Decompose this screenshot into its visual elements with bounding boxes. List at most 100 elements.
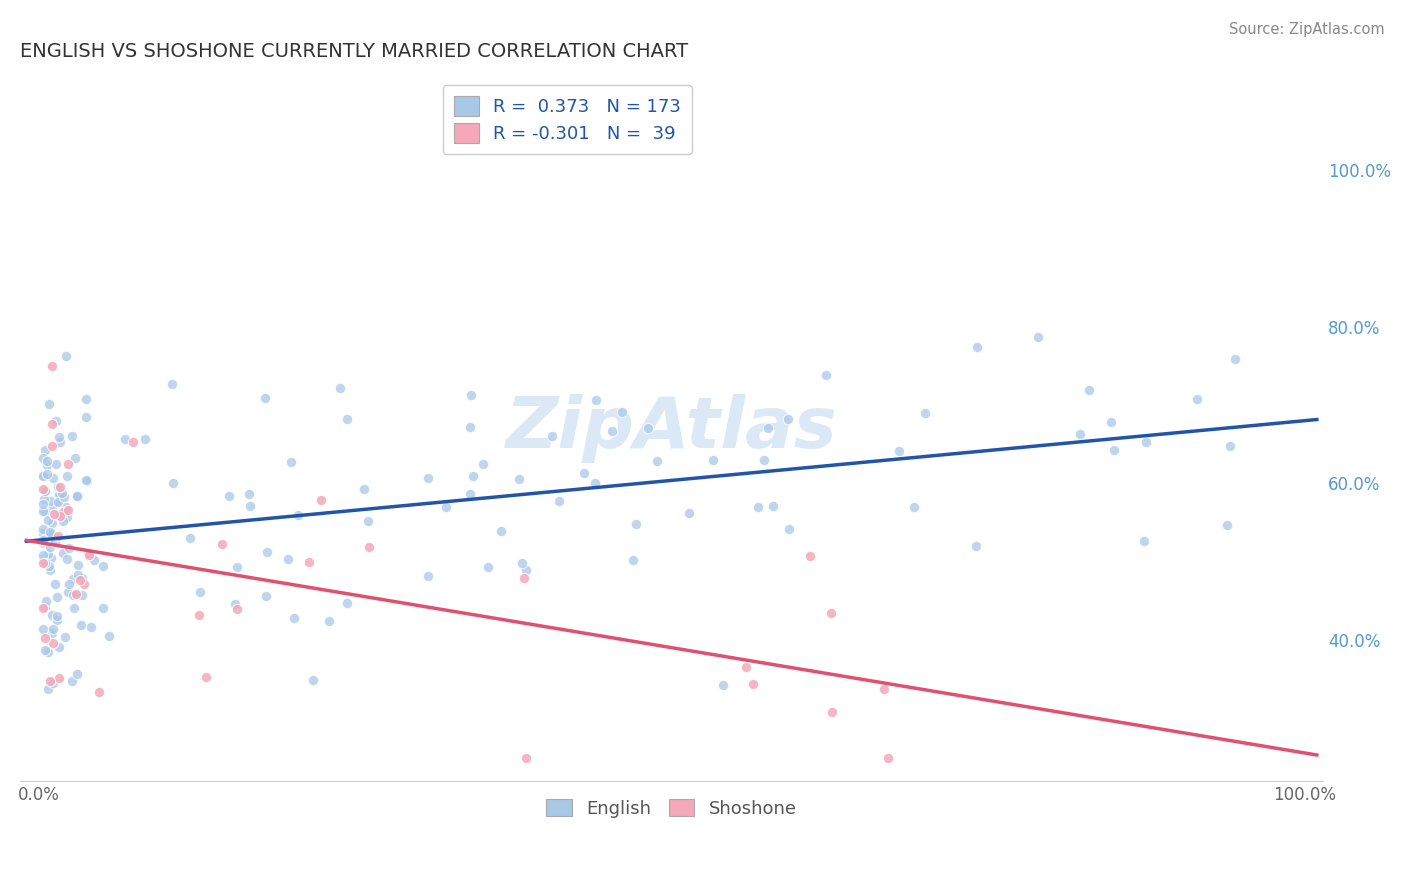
Point xyxy=(45,609,67,624)
Point xyxy=(280,455,302,469)
Point xyxy=(34,484,56,499)
Point xyxy=(75,392,97,406)
Point xyxy=(55,500,77,515)
Point xyxy=(277,552,299,566)
Point xyxy=(515,750,537,764)
Point xyxy=(67,558,90,573)
Point xyxy=(56,457,79,471)
Point xyxy=(799,549,821,563)
Point xyxy=(31,468,53,483)
Text: ENGLISH VS SHOSHONE CURRENTLY MARRIED CORRELATION CHART: ENGLISH VS SHOSHONE CURRENTLY MARRIED CO… xyxy=(20,42,688,61)
Point xyxy=(31,483,53,497)
Point xyxy=(31,549,53,563)
Point xyxy=(41,500,63,515)
Point xyxy=(458,420,481,434)
Point xyxy=(122,434,145,449)
Point xyxy=(48,429,70,443)
Point xyxy=(238,486,260,500)
Point xyxy=(49,487,72,501)
Point xyxy=(162,377,184,392)
Point xyxy=(778,411,800,425)
Point xyxy=(46,528,69,542)
Point xyxy=(66,489,89,503)
Point xyxy=(37,682,59,697)
Point xyxy=(318,614,340,628)
Point xyxy=(44,577,66,591)
Point xyxy=(77,546,100,560)
Point xyxy=(34,631,56,645)
Point xyxy=(966,339,988,353)
Point xyxy=(37,454,59,468)
Point xyxy=(60,673,83,688)
Point xyxy=(711,678,734,692)
Point xyxy=(53,490,76,504)
Point xyxy=(510,556,533,570)
Point xyxy=(37,547,59,561)
Point xyxy=(56,502,79,516)
Point xyxy=(336,596,359,610)
Point xyxy=(1102,442,1125,457)
Point xyxy=(298,556,321,570)
Point xyxy=(75,410,97,425)
Point xyxy=(903,500,925,514)
Point xyxy=(1135,434,1157,449)
Point xyxy=(67,568,90,582)
Point xyxy=(91,601,114,615)
Point xyxy=(574,466,596,480)
Point xyxy=(301,673,323,687)
Point xyxy=(49,480,72,494)
Point xyxy=(46,494,69,508)
Point xyxy=(44,535,66,549)
Point xyxy=(46,494,69,508)
Point xyxy=(508,472,530,486)
Point xyxy=(48,435,70,450)
Point xyxy=(256,545,278,559)
Point xyxy=(58,576,80,591)
Point xyxy=(1133,533,1156,548)
Point xyxy=(747,500,769,515)
Point xyxy=(52,505,75,519)
Point xyxy=(1219,440,1241,454)
Text: Source: ZipAtlas.com: Source: ZipAtlas.com xyxy=(1229,22,1385,37)
Point xyxy=(239,500,262,514)
Point xyxy=(134,432,156,446)
Point xyxy=(38,397,60,411)
Point xyxy=(814,368,837,382)
Point xyxy=(83,553,105,567)
Point xyxy=(31,504,53,518)
Point xyxy=(41,625,63,640)
Point xyxy=(97,629,120,643)
Point xyxy=(416,471,439,485)
Point xyxy=(34,443,56,458)
Point xyxy=(65,587,87,601)
Point xyxy=(1026,330,1049,344)
Point xyxy=(31,556,53,570)
Point xyxy=(820,606,842,620)
Point xyxy=(253,391,276,405)
Point xyxy=(463,469,485,483)
Point xyxy=(42,622,65,636)
Point xyxy=(624,516,647,531)
Point xyxy=(513,571,536,585)
Point xyxy=(32,491,55,506)
Point xyxy=(889,443,911,458)
Point xyxy=(38,563,60,577)
Point xyxy=(1225,351,1247,366)
Point xyxy=(34,505,56,519)
Point xyxy=(735,659,758,673)
Point xyxy=(46,508,69,522)
Point xyxy=(34,483,56,497)
Point xyxy=(31,552,53,566)
Point xyxy=(31,533,53,548)
Point xyxy=(548,494,571,508)
Point xyxy=(211,537,233,551)
Point xyxy=(585,393,607,408)
Point xyxy=(41,607,63,622)
Legend: English, Shoshone: English, Shoshone xyxy=(538,791,804,825)
Point xyxy=(41,516,63,530)
Point xyxy=(194,669,217,683)
Point xyxy=(56,585,79,599)
Point xyxy=(42,676,65,690)
Point xyxy=(702,452,724,467)
Point xyxy=(45,413,67,427)
